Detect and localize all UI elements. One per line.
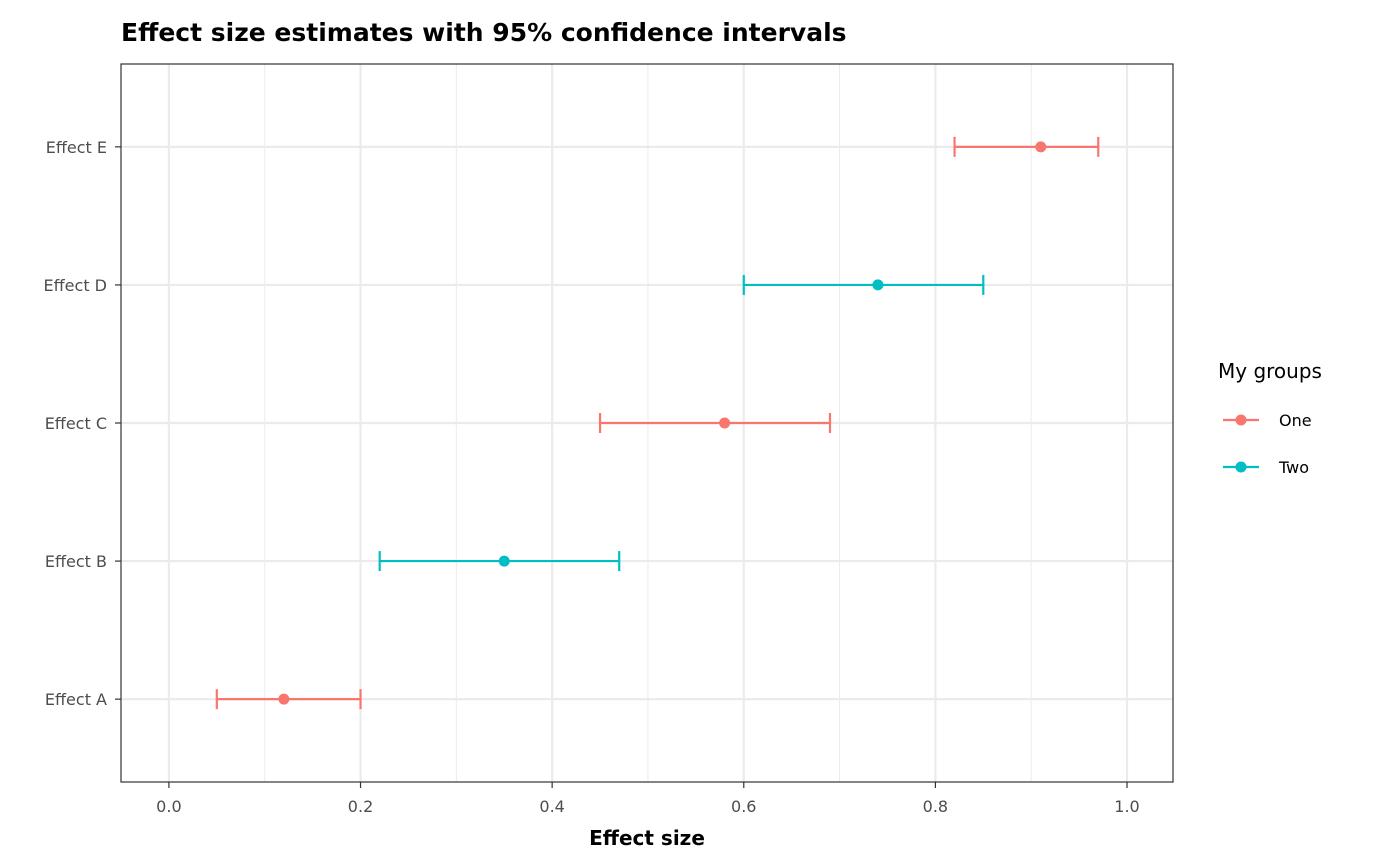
- y-tick-label: Effect A: [45, 690, 107, 709]
- legend-key-point: [1235, 461, 1247, 473]
- legend-label: Two: [1278, 458, 1309, 477]
- data-point: [1035, 141, 1047, 153]
- x-axis-title: Effect size: [589, 826, 705, 850]
- legend-label: One: [1279, 411, 1312, 430]
- y-tick-label: Effect C: [45, 414, 107, 433]
- legend-key-point: [1235, 414, 1247, 426]
- x-tick-label: 0.0: [156, 797, 181, 816]
- y-tick-label: Effect E: [46, 138, 107, 157]
- x-tick-label: 0.4: [539, 797, 564, 816]
- data-point: [498, 555, 510, 567]
- data-point: [278, 693, 290, 705]
- y-tick-label: Effect D: [44, 276, 107, 295]
- data-point: [872, 279, 884, 291]
- x-tick-label: 0.6: [731, 797, 756, 816]
- x-tick-label: 0.8: [923, 797, 948, 816]
- legend: My groups One Two: [1218, 359, 1322, 477]
- y-tick-label: Effect B: [45, 552, 107, 571]
- data-marks: [215, 136, 1100, 710]
- data-point: [719, 417, 731, 429]
- axes: 0.0 0.2 0.4 0.6 0.8 1.0 Effect A Effect B Effect…: [44, 138, 1140, 816]
- chart-title: Effect size estimates with 95% confidenc…: [121, 18, 847, 47]
- x-tick-label: 0.2: [348, 797, 373, 816]
- legend-title: My groups: [1218, 359, 1322, 383]
- x-tick-label: 1.0: [1114, 797, 1139, 816]
